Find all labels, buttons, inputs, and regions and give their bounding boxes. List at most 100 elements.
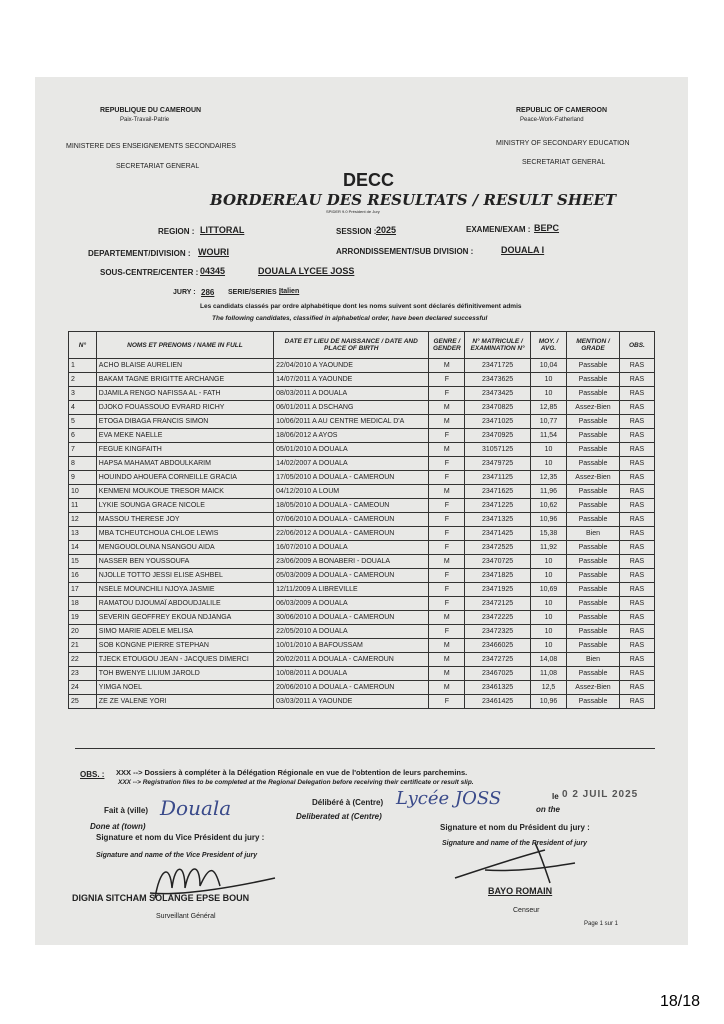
- cell: 04/12/2010 A LOUM: [273, 484, 430, 499]
- table-row: 9 HOUINDO AHOUEFA CORNEILLE GRACIA 17/05/2…: [68, 470, 656, 485]
- table-row: 12 MASSOU THERESE JOY 07/06/2010 A DOUALA …: [68, 512, 656, 527]
- table-row: 13 MBA TCHEUTCHOUA CHLOE LEWIS 22/06/2012 …: [68, 526, 656, 541]
- cell: Passable: [566, 638, 620, 653]
- cell: 06/03/2009 A DOUALA: [273, 596, 430, 611]
- table-row: 23 TOH BWENYE LILIUM JAROLD 10/08/2011 A D…: [68, 666, 656, 681]
- cell: 11,96: [529, 484, 568, 499]
- cell: 23461425: [464, 694, 531, 709]
- cell: 10: [529, 638, 568, 653]
- cell: M: [428, 666, 466, 681]
- table-row: 11 LYKIE SOUNGA GRACE NICOLE 18/05/2010 A …: [68, 498, 656, 513]
- label: REGION :: [158, 227, 195, 236]
- cell: Assez-Bien: [566, 680, 620, 695]
- cell: F: [428, 372, 466, 387]
- name: DIGNIA SITCHAM SOLANGE EPSE BOUN: [72, 893, 250, 903]
- cell: SIMO MARIE ADELE MELISA: [95, 624, 275, 639]
- cell: Passable: [566, 512, 620, 527]
- label: le: [552, 792, 559, 801]
- cell: 05/03/2009 A DOUALA - CAMEROUN: [273, 568, 430, 583]
- cell: 08/03/2011 A DOUALA: [273, 386, 430, 401]
- table-row: 2 BAKAM TAGNE BRIGITTE ARCHANGE 14/07/2011…: [68, 372, 656, 387]
- cell: 16: [68, 568, 97, 583]
- cell: 7: [68, 442, 97, 457]
- cell: 10: [529, 554, 568, 569]
- table-row: 5 ETOGA DIBAGA FRANCIS SIMON 10/06/2011 A …: [68, 414, 656, 429]
- intro: Les candidats classés par ordre alphabét…: [200, 303, 522, 310]
- cell: 12: [68, 512, 97, 527]
- cell: 14: [68, 540, 97, 555]
- obs: XXX --> Dossiers à compléter à la Déléga…: [116, 768, 468, 777]
- cell: 14/07/2011 A YAOUNDE: [273, 372, 430, 387]
- cell: 17: [68, 582, 97, 597]
- value: 286: [201, 288, 215, 297]
- column-header: MENTION / GRADE: [566, 331, 620, 359]
- signature: [454, 842, 576, 884]
- cell: 10: [529, 386, 568, 401]
- cell: 31057125: [464, 442, 531, 457]
- cell: 8: [68, 456, 97, 471]
- table-row: 4 DJOKO FOUASSOUO EVRARD RICHY 06/01/2011 …: [68, 400, 656, 415]
- cell: ETOGA DIBAGA FRANCIS SIMON: [95, 414, 275, 429]
- cell: FEGUE KINGFAITH: [95, 442, 275, 457]
- value: WOURI: [198, 247, 229, 257]
- cell: 10: [529, 372, 568, 387]
- cell: RAS: [618, 610, 656, 625]
- cell: M: [428, 652, 466, 667]
- obs: XXX --> Registration files to be complet…: [118, 779, 474, 786]
- cell: 13: [68, 526, 97, 541]
- cell: F: [428, 526, 466, 541]
- header-text: REPUBLIC OF CAMEROON: [516, 107, 607, 114]
- cell: TJECK ETOUGOU JEAN - JACQUES DIMERCI: [95, 652, 275, 667]
- cell: 23471125: [464, 470, 531, 485]
- cell: KENMENI MOUKOUE TRESOR MAICK: [95, 484, 275, 499]
- cell: RAS: [618, 568, 656, 583]
- cell: 15,38: [529, 526, 568, 541]
- value: BEPC: [534, 223, 560, 233]
- cell: 11: [68, 498, 97, 513]
- cell: Bien: [566, 652, 620, 667]
- header-text: SECRETARIAT GENERAL: [522, 159, 606, 166]
- cell: 10: [529, 610, 568, 625]
- cell: RAS: [618, 638, 656, 653]
- cell: MASSOU THERESE JOY: [95, 512, 275, 527]
- cell: F: [428, 694, 466, 709]
- cell: 3: [68, 386, 97, 401]
- cell: 2: [68, 372, 97, 387]
- cell: 23: [68, 666, 97, 681]
- cell: RAS: [618, 358, 656, 373]
- cell: 10,69: [529, 582, 568, 597]
- cell: 23466025: [464, 638, 531, 653]
- label: SERIE/SERIES :: [228, 289, 281, 296]
- cell: DJAMILA RENGO NAFISSA AL - FATH: [95, 386, 275, 401]
- cell: Bien: [566, 526, 620, 541]
- cell: ACHO BLAISE AURELIEN: [95, 358, 275, 373]
- cell: RAS: [618, 596, 656, 611]
- label: on the: [536, 805, 560, 814]
- cell: 10/06/2011 A AU CENTRE MEDICAL D'A: [273, 414, 430, 429]
- cell: 05/01/2010 A DOUALA: [273, 442, 430, 457]
- cell: 10,77: [529, 414, 568, 429]
- table-row: 14 MENGOUOLOUNA NSANGOU AIDA 16/07/2010 A …: [68, 540, 656, 555]
- cell: RAS: [618, 652, 656, 667]
- cell: YIMGA NOEL: [95, 680, 275, 695]
- value: 2025: [376, 225, 397, 235]
- cell: M: [428, 414, 466, 429]
- cell: RAS: [618, 680, 656, 695]
- cell: 10/08/2011 A DOUALA: [273, 666, 430, 681]
- cell: 14/02/2007 A DOUALA: [273, 456, 430, 471]
- cell: Assez-Bien: [566, 470, 620, 485]
- cell: 23471425: [464, 526, 531, 541]
- cell: 18/05/2010 A DOUALA - CAMEOUN: [273, 498, 430, 513]
- cell: F: [428, 582, 466, 597]
- cell: Assez-Bien: [566, 400, 620, 415]
- name: BAYO ROMAIN: [488, 886, 553, 896]
- cell: F: [428, 624, 466, 639]
- table-row: 3 DJAMILA RENGO NAFISSA AL - FATH 08/03/20…: [68, 386, 656, 401]
- org: DECC: [343, 170, 395, 190]
- cell: F: [428, 596, 466, 611]
- page-of: Page 1 sur 1: [584, 921, 619, 927]
- cell: 23473625: [464, 372, 531, 387]
- cell: M: [428, 400, 466, 415]
- cell: 19: [68, 610, 97, 625]
- table-row: 20 SIMO MARIE ADELE MELISA 22/05/2010 A DO…: [68, 624, 656, 639]
